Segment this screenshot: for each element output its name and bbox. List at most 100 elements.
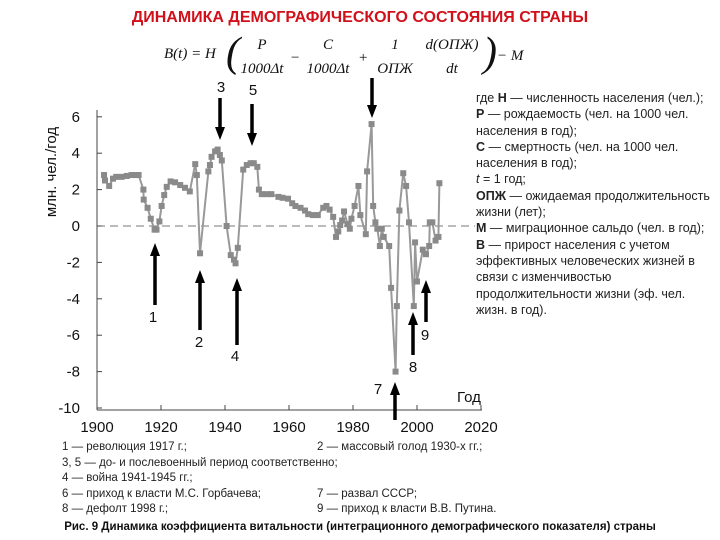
formula-t3-den: ОПЖ	[377, 61, 414, 77]
data-point	[192, 161, 199, 168]
data-point	[372, 219, 379, 226]
annotation-label: 2	[195, 334, 203, 351]
data-point	[255, 186, 262, 193]
formula-paren-left: (	[226, 30, 243, 76]
formula-t3-num: 1	[391, 37, 399, 53]
x-tick-label: 1900	[80, 419, 113, 436]
annotation-arrow-8: 8	[408, 312, 418, 376]
note-4: 4 — война 1941-1945 гг.;	[62, 472, 193, 484]
legend-item: ОПЖ — ожидаемая продолжительность жизни …	[476, 188, 716, 221]
annotation-label: 3	[217, 79, 225, 96]
annotation-arrow-7: 7	[374, 381, 400, 420]
data-point	[243, 162, 250, 169]
data-point	[161, 192, 168, 199]
data-point	[118, 173, 125, 180]
data-point	[206, 162, 213, 169]
data-point	[344, 221, 351, 228]
data-point	[330, 213, 337, 220]
note-1: 1 — революция 1917 г.;	[62, 441, 187, 453]
data-point	[182, 184, 188, 191]
annotation-arrow-5: 5	[247, 82, 257, 146]
formula-t4-num: d(ОПЖ)	[426, 37, 479, 53]
y-tick-label: -6	[67, 327, 80, 344]
data-point	[216, 152, 223, 159]
data-point	[412, 239, 419, 246]
data-point	[326, 206, 333, 213]
legend-key: P	[476, 107, 485, 122]
data-point	[292, 202, 299, 209]
data-point	[297, 204, 304, 211]
legend-item: P — рождаемость (чел. на 1000 чел. насел…	[476, 106, 716, 139]
arrow-head-icon	[367, 105, 377, 118]
data-point	[218, 157, 225, 164]
x-tick-label: 1920	[144, 419, 177, 436]
legend: где H — численность населения (чел.); P —…	[476, 90, 716, 318]
data-point	[163, 183, 170, 190]
formula-paren-right: )	[481, 30, 497, 76]
y-tick-label: -10	[58, 400, 80, 417]
data-point	[258, 191, 265, 198]
legend-item: B — прирост населения с учетом эффективн…	[476, 237, 716, 318]
legend-text: — прирост населения с учетом эффективных…	[476, 237, 695, 317]
note-9: 9 — приход к власти В.В. Путина.	[317, 503, 497, 515]
annotation-label: 8	[409, 359, 417, 376]
data-point	[422, 251, 429, 258]
data-point	[140, 196, 147, 203]
data-point	[144, 204, 151, 211]
x-tick-label: 2020	[464, 419, 497, 436]
y-tick-label: -2	[67, 254, 80, 271]
data-point	[392, 368, 399, 375]
data-point	[113, 173, 120, 180]
data-point	[432, 237, 439, 244]
annotation-label: 4	[231, 348, 239, 365]
arrow-head-icon	[408, 312, 418, 325]
formula-t4-den: dt	[446, 61, 459, 77]
data-point	[177, 182, 184, 189]
legend-item: M — миграционное сальдо (чел. в год);	[476, 220, 716, 236]
note-8: 8 — дефолт 1998 г.;	[62, 503, 169, 515]
data-point	[208, 153, 215, 160]
data-point	[305, 211, 312, 218]
data-point	[140, 186, 147, 193]
formula: B(t) = H ( P 1000Δt − C 1000Δt + 1 ОПЖ d…	[164, 30, 525, 77]
data-point	[232, 260, 239, 267]
annotation-arrow-1: 1	[149, 243, 160, 326]
data-point	[268, 191, 275, 198]
data-point	[153, 226, 160, 233]
data-point	[250, 160, 257, 167]
annotation-arrow-4: 4	[231, 278, 242, 365]
data-point	[341, 208, 348, 215]
arrow-head-icon	[247, 133, 257, 146]
data-point	[102, 177, 108, 184]
y-tick-label: -8	[67, 364, 80, 381]
data-point	[132, 172, 139, 179]
data-point	[419, 246, 426, 253]
arrow-head-icon	[421, 280, 431, 293]
formula-op1: −	[290, 50, 300, 66]
data-point	[240, 166, 247, 173]
data-point	[193, 172, 200, 179]
x-tick-label: 1980	[336, 419, 369, 436]
data-point	[337, 222, 344, 229]
data-point	[285, 195, 292, 202]
arrow-head-icon	[150, 243, 160, 256]
arrow-head-icon	[215, 127, 225, 140]
data-point	[406, 219, 412, 226]
x-tick-label: 2000	[400, 419, 433, 436]
data-point	[364, 168, 371, 175]
data-point	[275, 193, 282, 200]
data-point	[368, 121, 375, 128]
formula-t1-den: 1000Δt	[241, 61, 285, 77]
data-point	[396, 207, 403, 214]
formula-t2-num: C	[323, 37, 334, 53]
data-point	[310, 212, 316, 219]
data-point	[362, 231, 369, 238]
legend-item: где H — численность населения (чел.);	[476, 90, 716, 106]
data-point	[355, 182, 362, 189]
data-point	[386, 243, 393, 250]
data-point	[414, 278, 420, 285]
data-point	[106, 182, 113, 189]
legend-prefix: где	[476, 91, 498, 105]
data-point	[370, 202, 377, 209]
x-tick-label: 1960	[272, 419, 305, 436]
